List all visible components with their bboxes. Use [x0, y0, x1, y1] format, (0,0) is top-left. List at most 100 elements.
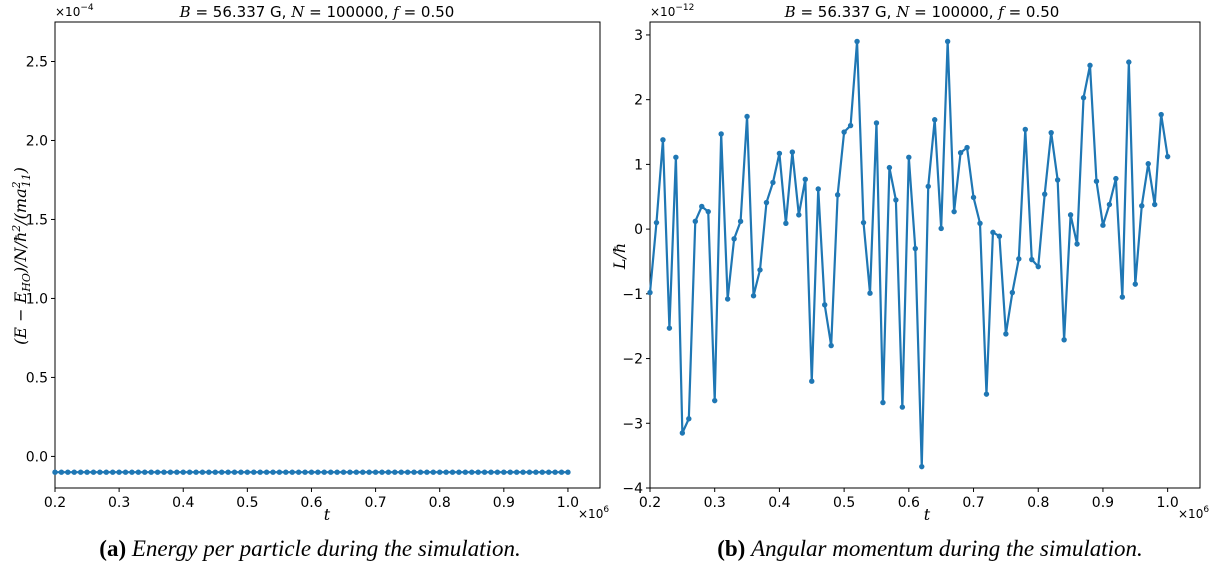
energy-data-point [263, 469, 270, 475]
energy-data-point [533, 469, 539, 475]
energy-data-point [411, 469, 417, 475]
energy-x-tick-label: 0.2 [44, 495, 66, 511]
momentum-y-tick-label: 1 [634, 157, 643, 173]
energy-data-point [135, 469, 142, 475]
momentum-data-point [1016, 256, 1022, 262]
momentum-data-point [1093, 178, 1100, 184]
momentum-y-tick-label: 3 [634, 28, 643, 44]
energy-data-point [507, 469, 513, 475]
angular-momentum-panel: B = 56.337 G, N = 100000, f = 0.50 ×10−1… [610, 3, 1209, 561]
momentum-data-point [925, 183, 931, 190]
momentum-data-point [990, 229, 996, 236]
momentum-data-point [957, 150, 964, 156]
momentum-data-point [1074, 241, 1080, 247]
energy-data-point [552, 469, 558, 475]
momentum-data-point [1061, 337, 1067, 343]
momentum-caption: (b) Angular momentum during the simulati… [717, 536, 1143, 561]
momentum-data-point [1048, 129, 1054, 136]
momentum-data-point [744, 113, 750, 120]
energy-data-point [174, 469, 180, 475]
momentum-data-point [893, 197, 899, 203]
energy-data-point [404, 469, 411, 475]
energy-data-point [257, 469, 263, 475]
momentum-x-tick-label: 0.8 [1027, 495, 1049, 511]
energy-data-point [456, 469, 462, 475]
momentum-series-line [648, 40, 1169, 468]
momentum-data-point [666, 325, 673, 331]
energy-x-ticks: 0.2 0.3 0.4 0.5 0.6 0.7 0.8 0.9 1.0 [44, 488, 579, 511]
momentum-x-multiplier: ×106 [1178, 505, 1209, 521]
momentum-data-point [906, 154, 912, 160]
energy-data-point [392, 469, 398, 475]
momentum-x-tick-label: 0.9 [1092, 495, 1114, 511]
momentum-data-point [763, 199, 770, 206]
energy-x-tick-label: 0.9 [493, 495, 515, 511]
momentum-x-tick-label: 0.3 [704, 495, 726, 511]
momentum-data-point [847, 122, 854, 129]
momentum-data-point [692, 218, 698, 225]
energy-caption: (a) Energy per particle during the simul… [99, 536, 520, 561]
momentum-data-point [783, 220, 789, 226]
momentum-data-point [1087, 62, 1093, 69]
energy-x-tick-label: 0.8 [429, 495, 451, 511]
momentum-data-point [860, 219, 867, 226]
momentum-x-ticks: 0.2 0.3 0.4 0.5 0.6 0.7 0.8 0.9 1.0 [639, 488, 1179, 511]
energy-x-axis-label: t [324, 505, 331, 524]
momentum-data-point [789, 149, 796, 155]
momentum-y-tick-label: −4 [622, 481, 643, 497]
energy-data-point [340, 469, 347, 475]
energy-data-point [52, 469, 58, 475]
momentum-data-point [983, 391, 990, 397]
energy-y-axis-label: (E − EHO)/N/ħ2/(ma211) [10, 167, 33, 345]
momentum-series [647, 38, 1171, 470]
energy-y-tick-label: 0.0 [26, 449, 48, 465]
momentum-x-tick-label: 0.4 [768, 495, 790, 511]
momentum-data-point [1139, 203, 1145, 209]
momentum-data-point [653, 219, 660, 226]
energy-data-point [475, 469, 481, 475]
momentum-data-point [964, 144, 970, 151]
energy-data-point [546, 469, 552, 475]
energy-data-point [97, 469, 103, 475]
momentum-x-tick-label: 0.7 [962, 495, 984, 511]
energy-data-point [469, 469, 475, 475]
energy-data-point [302, 469, 308, 475]
energy-data-point [122, 469, 129, 475]
energy-data-point [103, 469, 109, 475]
momentum-data-point [1152, 201, 1158, 208]
energy-data-point [385, 469, 392, 475]
energy-data-point [398, 469, 404, 475]
energy-data-point [244, 469, 251, 475]
energy-data-point [501, 469, 507, 475]
energy-panel: B = 56.337 G, N = 100000, f = 0.50 ×10−4… [10, 3, 609, 561]
energy-plot-frame [54, 21, 601, 489]
energy-data-point [116, 469, 122, 475]
energy-data-point [161, 469, 167, 475]
energy-data-point [315, 469, 321, 475]
momentum-data-point [951, 208, 957, 215]
momentum-data-point [776, 150, 783, 157]
energy-data-point [347, 469, 353, 475]
momentum-data-point [1113, 175, 1119, 182]
momentum-y-tick-label: 2 [634, 93, 643, 109]
energy-data-point [180, 469, 186, 475]
momentum-data-point [802, 176, 808, 182]
energy-data-point [225, 469, 231, 475]
momentum-data-point [815, 186, 821, 192]
momentum-data-point [912, 245, 918, 252]
momentum-data-point [809, 378, 815, 384]
momentum-data-point [712, 397, 718, 404]
energy-data-point [379, 469, 385, 475]
momentum-y-ticks: −4 −3 −2 −1 0 1 2 3 [622, 28, 650, 497]
momentum-data-point [660, 137, 666, 143]
energy-y-tick-label: 1.0 [26, 291, 48, 307]
energy-data-point [430, 469, 436, 475]
momentum-data-point [880, 399, 886, 406]
momentum-data-point [867, 290, 873, 296]
energy-data-point [206, 469, 212, 475]
energy-data-point [199, 469, 206, 475]
energy-data-point [417, 469, 424, 475]
energy-data-point [353, 469, 360, 475]
momentum-data-point [1029, 256, 1035, 263]
